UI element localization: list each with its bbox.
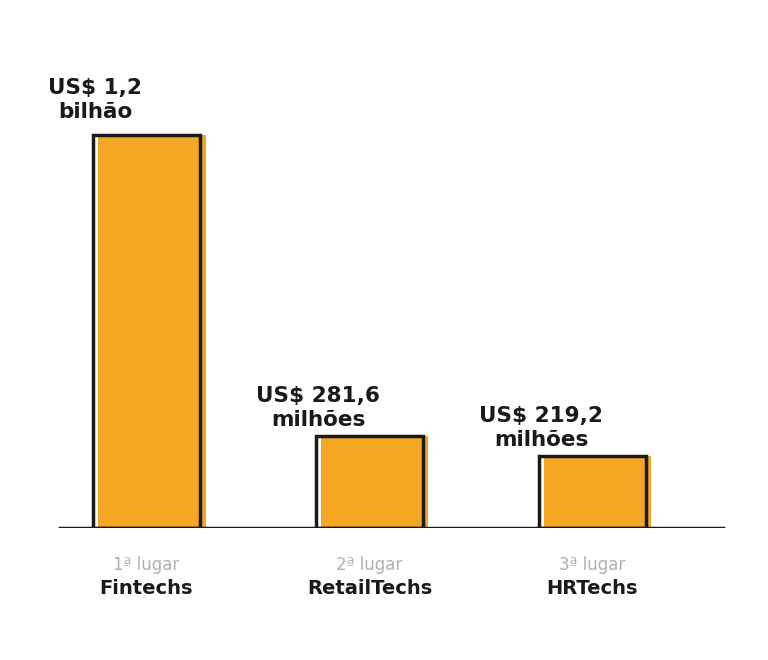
Text: Fintechs: Fintechs: [100, 579, 194, 598]
Bar: [93, 135, 200, 528]
Text: HRTechs: HRTechs: [547, 579, 638, 598]
Bar: [539, 456, 646, 528]
Bar: [98, 135, 206, 537]
Text: 3ª lugar: 3ª lugar: [559, 556, 625, 574]
Text: US$ 219,2
milhões: US$ 219,2 milhões: [479, 406, 603, 450]
Text: 2ª lugar: 2ª lugar: [336, 556, 402, 574]
Text: US$ 281,6
milhões: US$ 281,6 milhões: [257, 385, 380, 430]
Bar: [316, 436, 423, 528]
Bar: [545, 456, 651, 537]
Text: US$ 1,2
bilhão: US$ 1,2 bilhão: [48, 78, 142, 122]
Text: 1ª lugar: 1ª lugar: [114, 556, 180, 574]
Text: RetailTechs: RetailTechs: [306, 579, 432, 598]
Bar: [322, 436, 429, 537]
